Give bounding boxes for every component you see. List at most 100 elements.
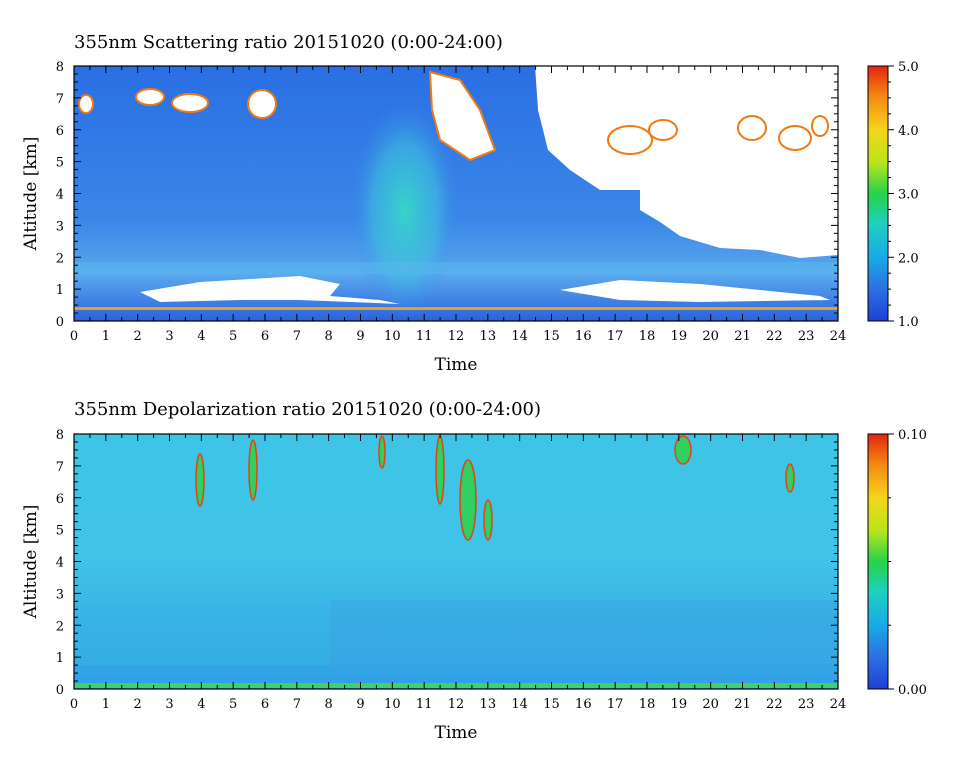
x-tick-label: 9	[356, 329, 364, 344]
cloud	[135, 88, 165, 106]
colorbar: 0.00 0.10	[867, 428, 927, 698]
x-tick-label: 5	[229, 697, 237, 712]
x-tick-label: 7	[293, 697, 301, 712]
x-tick-label: 3	[165, 329, 173, 344]
cloud	[811, 115, 829, 137]
colorbar-gradient	[867, 65, 889, 322]
x-tick-label: 11	[416, 329, 433, 344]
x-axis-label: Time	[435, 355, 478, 375]
y-tick-label: 1	[56, 283, 64, 298]
depol-streak	[459, 459, 477, 541]
x-tick-label: 13	[480, 697, 497, 712]
x-tick-label: 23	[798, 697, 815, 712]
x-tick-label: 17	[607, 329, 624, 344]
x-tick-label: 10	[384, 329, 401, 344]
x-tick-label: 10	[384, 697, 401, 712]
x-tick-label: 2	[134, 697, 142, 712]
x-tick-label: 24	[830, 329, 847, 344]
low-depol-region	[330, 600, 838, 670]
x-tick-label: 20	[702, 329, 719, 344]
y-axis-label: Altitude [km]	[21, 137, 41, 252]
chart-title: 355nm Depolarization ratio 20151020 (0:0…	[74, 399, 541, 420]
x-tick-label: 4	[197, 697, 205, 712]
x-tick-label: 21	[734, 329, 751, 344]
x-tick-label: 6	[261, 329, 269, 344]
colorbar-tick-label: 2.0	[898, 251, 919, 266]
cloud	[171, 93, 209, 113]
heatmap-area	[74, 434, 838, 689]
x-tick-label: 3	[165, 697, 173, 712]
x-tick-label: 1	[102, 329, 110, 344]
y-axis-label: Altitude [km]	[21, 505, 41, 620]
depol-streak	[785, 463, 795, 493]
colorbar-ticks: 1.0 2.0 3.0 4.0 5.0	[888, 60, 919, 330]
y-tick-label: 8	[56, 60, 64, 75]
depol-streak	[483, 499, 493, 541]
colorbar-tick-label: 5.0	[898, 60, 919, 75]
heatmap-area	[74, 66, 838, 321]
x-tick-label: 23	[798, 329, 815, 344]
x-tick-label: 1	[102, 697, 110, 712]
x-tick-label: 15	[543, 329, 560, 344]
x-tick-label: 15	[543, 697, 560, 712]
colorbar: 1.0 2.0 3.0 4.0 5.0	[867, 60, 919, 330]
y-tick-label: 7	[56, 460, 64, 475]
y-tick-label: 2	[56, 619, 64, 634]
cloud	[247, 89, 277, 119]
x-tick-label: 14	[511, 697, 528, 712]
y-tick-label: 6	[56, 492, 64, 507]
cloud-group	[78, 70, 829, 162]
axes: 0 1 2 3 4 5 6 7 8 9 10 11 12 13 14 15 16 17 18 19 20 21 22 23 24…	[21, 60, 846, 375]
x-tick-label: 24	[830, 697, 847, 712]
y-tick-label: 8	[56, 428, 64, 443]
x-tick-label: 6	[261, 697, 269, 712]
boundary-layer-band	[74, 262, 838, 274]
surface-signal	[74, 307, 838, 310]
x-tick-label: 12	[448, 329, 465, 344]
x-tick-label: 8	[325, 329, 333, 344]
no-data-region	[535, 66, 838, 258]
y-tick-label: 7	[56, 92, 64, 107]
x-tick-label: 18	[639, 697, 656, 712]
x-tick-label: 22	[766, 697, 783, 712]
surface-gap-2	[560, 280, 830, 302]
depol-streak	[248, 439, 258, 501]
x-tick-label: 18	[639, 329, 656, 344]
x-tick-label: 16	[575, 697, 592, 712]
x-tick-label: 8	[325, 697, 333, 712]
colorbar-gradient	[867, 433, 889, 690]
colorbar-tick-label: 4.0	[898, 124, 919, 139]
cloud	[607, 125, 653, 155]
y-tick-label: 0	[56, 315, 64, 330]
depol-streak	[674, 435, 692, 465]
x-tick-label: 0	[70, 697, 78, 712]
x-tick-label: 0	[70, 329, 78, 344]
cloud	[648, 119, 678, 141]
axes: 0 1 2 3 4 5 6 7 8 9 10 11 12 13 14 15 16 17 18 19 20 21 22 23 24…	[21, 428, 846, 743]
x-tick-label: 17	[607, 697, 624, 712]
depol-streak	[195, 453, 205, 507]
x-axis-label: Time	[435, 723, 478, 743]
x-tick-label: 19	[671, 697, 688, 712]
scattering-ratio-panel: 355nm Scattering ratio 20151020 (0:00-24…	[21, 32, 919, 375]
x-tick-label: 14	[511, 329, 528, 344]
x-tick-label: 19	[671, 329, 688, 344]
x-tick-label: 21	[734, 697, 751, 712]
colorbar-tick-label: 3.0	[898, 188, 919, 203]
colorbar-tick-label: 1.0	[898, 315, 919, 330]
cloud	[428, 70, 497, 162]
x-tick-label: 22	[766, 329, 783, 344]
y-tick-label: 5	[56, 524, 64, 539]
x-tick-label: 13	[480, 329, 497, 344]
y-tick-label: 3	[56, 587, 64, 602]
y-tick-label: 6	[56, 124, 64, 139]
x-tick-label: 2	[134, 329, 142, 344]
x-tick-label: 5	[229, 329, 237, 344]
depol-streak	[435, 435, 445, 505]
depolarization-ratio-panel: 355nm Depolarization ratio 20151020 (0:0…	[21, 399, 927, 743]
y-tick-label: 0	[56, 683, 64, 698]
y-tick-label: 1	[56, 651, 64, 666]
colorbar-tick-label: 0.00	[898, 683, 927, 698]
chart-title: 355nm Scattering ratio 20151020 (0:00-24…	[74, 32, 503, 53]
